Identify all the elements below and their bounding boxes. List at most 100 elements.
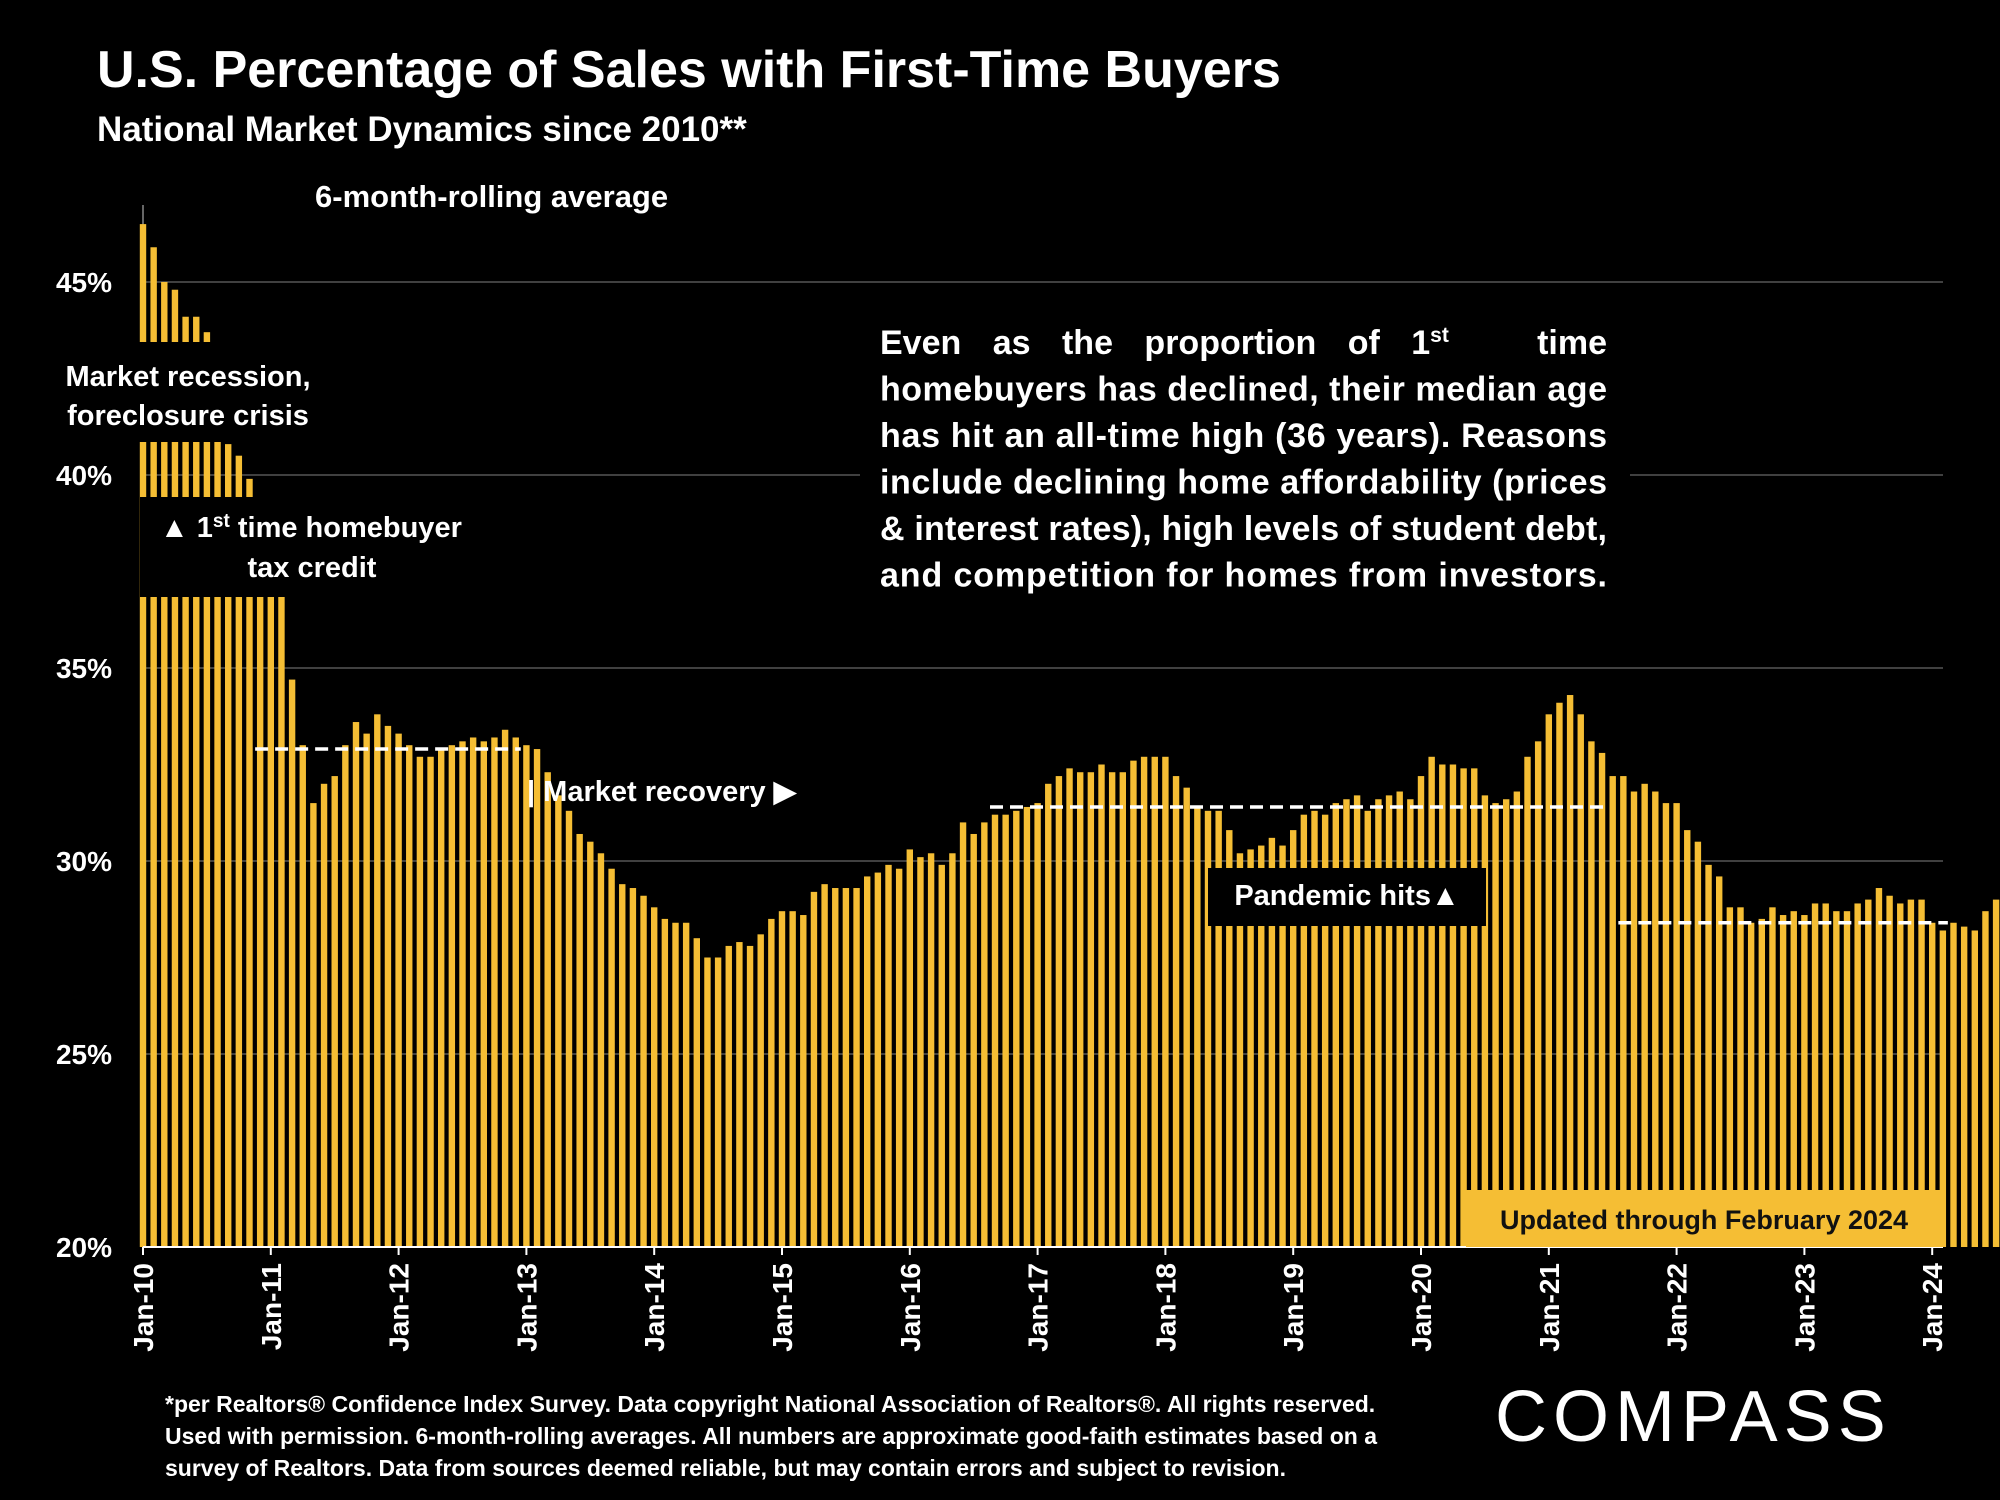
bar [1140, 756, 1148, 1247]
bar [1929, 922, 1936, 1247]
bar [800, 915, 807, 1247]
recession-label-bg [55, 342, 320, 442]
bar [1279, 845, 1286, 1247]
x-tick-label: Jan-20 [1406, 1263, 1437, 1352]
bar [1843, 911, 1851, 1247]
y-tick-label: 45% [56, 267, 112, 298]
bar [256, 552, 264, 1247]
bar [1747, 922, 1755, 1247]
bar [1194, 806, 1201, 1247]
bar [778, 911, 786, 1247]
bar [1545, 714, 1552, 1247]
bar [1407, 799, 1414, 1247]
bar [927, 853, 935, 1247]
bar [1108, 772, 1116, 1247]
bar [1503, 799, 1510, 1247]
bar [906, 849, 913, 1247]
bar [981, 822, 988, 1247]
bar [1907, 899, 1915, 1247]
bar [1652, 791, 1659, 1247]
bar [150, 247, 157, 1247]
footnote-line: Used with permission. 6-month-rolling av… [165, 1423, 1378, 1449]
bar [1513, 791, 1521, 1247]
bar [214, 397, 221, 1247]
bar [661, 918, 669, 1247]
bar [1716, 876, 1723, 1247]
y-tick-label: 20% [56, 1232, 112, 1263]
commentary-bg [860, 308, 1630, 608]
bar [1449, 764, 1457, 1247]
bar [576, 833, 583, 1247]
bar [1002, 814, 1009, 1247]
bar [1726, 907, 1734, 1247]
bar [842, 888, 850, 1247]
y-tick-label: 40% [56, 460, 112, 491]
recession-label: foreclosure crisis [67, 400, 309, 432]
bar [416, 756, 424, 1247]
bar [1960, 926, 1968, 1247]
bar [651, 907, 658, 1247]
bar [171, 289, 179, 1248]
bar [1875, 888, 1883, 1247]
bar [895, 868, 903, 1247]
bar [1769, 907, 1776, 1247]
footnote-line: survey of Realtors. Data from sources de… [165, 1455, 1286, 1481]
bar [1684, 830, 1691, 1247]
bar [853, 888, 860, 1247]
bar [1481, 795, 1489, 1247]
bar [544, 772, 551, 1247]
chart-subtitle: National Market Dynamics since 2010** [97, 110, 747, 149]
bar [970, 833, 977, 1247]
bar [789, 911, 796, 1247]
bar [938, 864, 945, 1247]
bar [1215, 810, 1222, 1247]
bar [1971, 930, 1978, 1247]
bar [1790, 911, 1797, 1247]
bar [1055, 776, 1063, 1247]
x-tick-label: Jan-14 [639, 1263, 670, 1352]
bar [1556, 702, 1563, 1247]
bar [810, 891, 818, 1247]
bar [1886, 895, 1893, 1247]
bar [501, 729, 509, 1247]
commentary-line: & interest rates), high levels of studen… [880, 510, 1607, 548]
bar [1598, 752, 1606, 1247]
bar [438, 749, 445, 1247]
tax-credit-label: ▲ 1st time homebuyer [160, 511, 462, 544]
bar [480, 741, 487, 1247]
bar [1534, 741, 1542, 1247]
bar [310, 803, 317, 1247]
bar [1396, 791, 1403, 1247]
bar [1801, 915, 1808, 1247]
bar [1258, 845, 1265, 1247]
bar [1854, 903, 1861, 1247]
bar [1375, 799, 1382, 1247]
chart-title: U.S. Percentage of Sales with First-Time… [97, 41, 1281, 99]
bar [1183, 787, 1190, 1247]
x-tick-label: Jan-15 [767, 1263, 798, 1352]
bar [874, 872, 882, 1247]
bar [1023, 806, 1031, 1247]
bar [1939, 930, 1947, 1247]
bar [1417, 776, 1425, 1247]
bar [1524, 756, 1531, 1247]
bar [1290, 830, 1297, 1247]
x-tick-label: Jan-23 [1789, 1263, 1820, 1352]
bar [1694, 841, 1702, 1247]
bar [1236, 853, 1244, 1247]
commentary-line: Even as the proportion of 1st time [880, 324, 1607, 362]
bar [512, 737, 519, 1247]
bar [608, 868, 615, 1247]
bar [1311, 810, 1318, 1247]
bar [1343, 799, 1350, 1247]
bar [949, 853, 956, 1247]
bar [469, 737, 477, 1247]
bar [1950, 922, 1957, 1247]
bar [395, 733, 402, 1247]
bar [1204, 810, 1212, 1247]
bar [352, 722, 360, 1247]
x-tick-label: Jan-24 [1917, 1263, 1948, 1352]
bar [555, 795, 562, 1247]
bar [448, 745, 456, 1247]
bar [629, 888, 637, 1247]
